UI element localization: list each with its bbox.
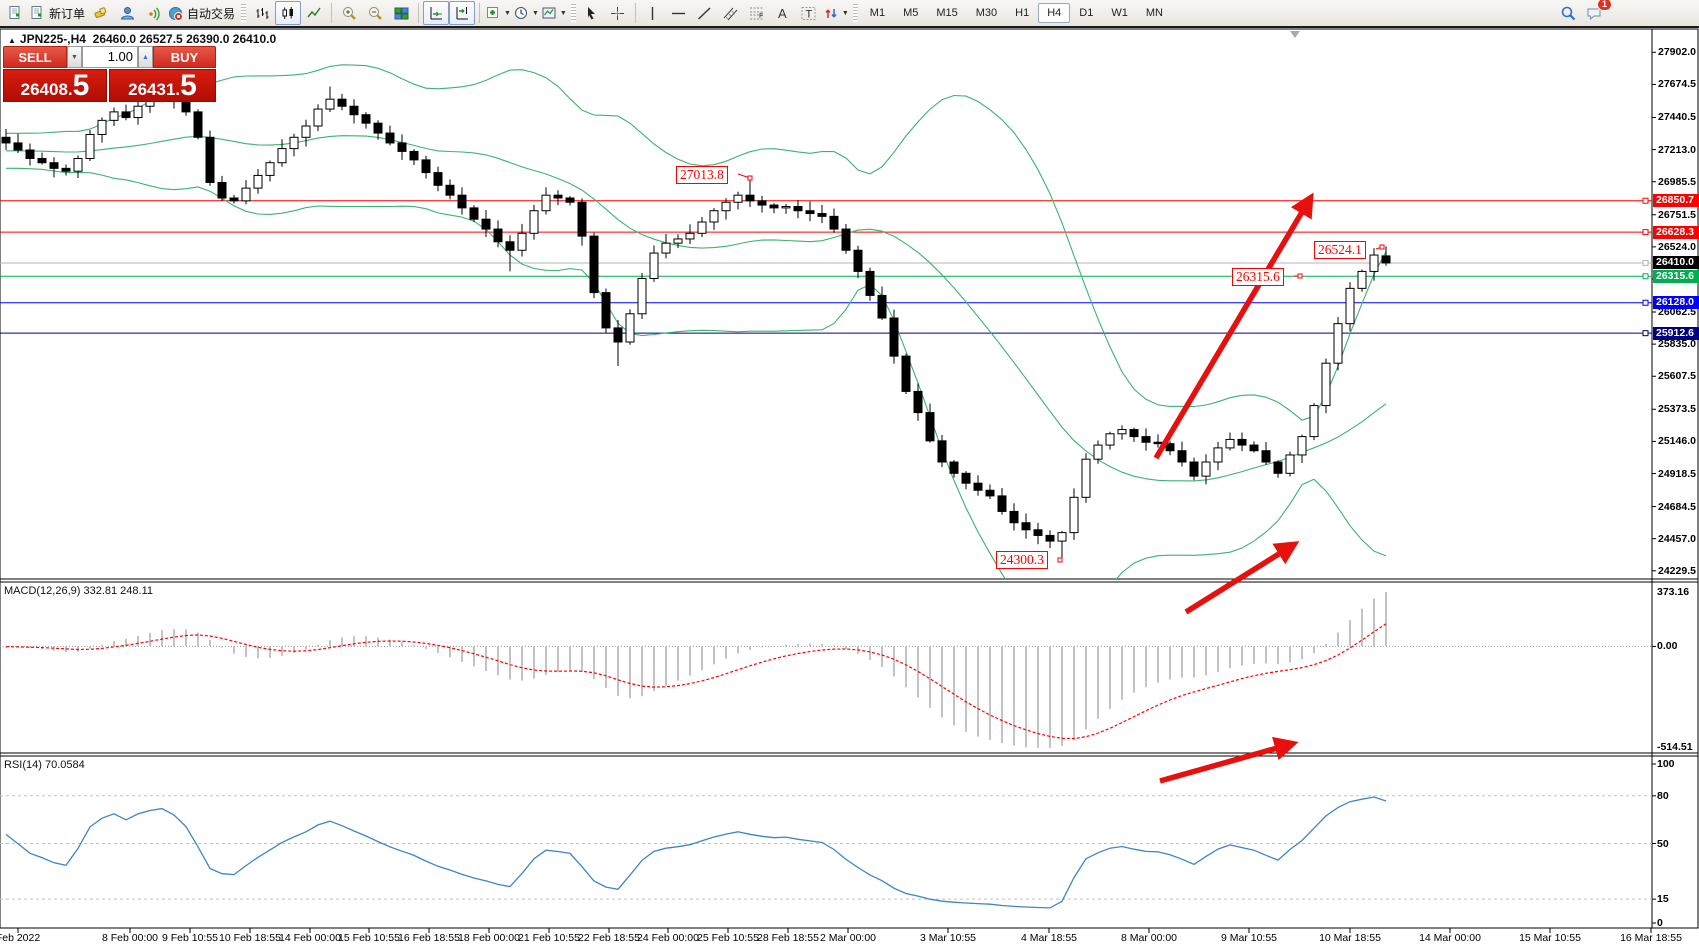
trend-arrow-rsi	[1159, 736, 1299, 784]
timeframe-button-d1[interactable]: D1	[1079, 7, 1094, 19]
eraser-icon[interactable]	[88, 1, 114, 25]
horizontal-line-icon[interactable]	[666, 1, 692, 25]
toolbar-separator	[634, 3, 636, 23]
cursor-icon[interactable]	[579, 1, 605, 25]
signal-icon[interactable]	[140, 1, 166, 25]
macd-histogram	[5, 592, 1387, 748]
rsi-pane	[0, 795, 1652, 909]
trade-panel-toggle-icon[interactable]: ▲	[8, 36, 16, 45]
rsi-line	[5, 796, 1387, 909]
volume-increase-button[interactable]: ▲	[138, 46, 153, 68]
periods-icon[interactable]: ▼	[512, 1, 540, 25]
profile-icon[interactable]	[114, 1, 140, 25]
zoom-in-icon[interactable]	[336, 1, 362, 25]
trendline-icon[interactable]	[692, 1, 718, 25]
symbol-period: JPN225-,H4	[19, 32, 86, 46]
vertical-line-icon[interactable]	[640, 1, 666, 25]
auto-trading-button[interactable]: 自动交易	[166, 1, 238, 25]
chart-title: ▲ JPN225-,H4 26460.0 26527.5 26390.0 2641…	[8, 32, 276, 46]
bollinger-bands	[6, 64, 1387, 579]
volume-decrease-button[interactable]: ▼	[67, 46, 82, 68]
ohlc-values: 26460.0 26527.5 26390.0 26410.0	[92, 32, 277, 46]
candlestick-chart-icon[interactable]	[275, 1, 302, 25]
indicators-icon[interactable]: ▼	[484, 1, 512, 25]
timeframe-button-h1[interactable]: H1	[1015, 7, 1030, 19]
crosshair-icon[interactable]	[605, 1, 631, 25]
timeframe-button-m5[interactable]: M5	[903, 7, 919, 19]
timeframe-button-w1[interactable]: W1	[1111, 7, 1128, 19]
price-annotation-24300.3[interactable]: 24300.3	[996, 551, 1048, 569]
toolbar-separator	[479, 3, 481, 23]
toolbar-separator	[331, 3, 333, 23]
notification-badge: 1	[1596, 0, 1612, 11]
rsi-value: 70.0584	[44, 759, 85, 771]
chart-shift-icon[interactable]	[449, 1, 476, 25]
auto-scroll-icon[interactable]	[423, 1, 450, 25]
timeframe-button-m15[interactable]: M15	[936, 7, 958, 19]
svg-text:T: T	[806, 8, 813, 20]
new-order-button[interactable]: 新订单	[28, 1, 88, 25]
macd-pane	[0, 592, 1652, 748]
timeframe-button-m1[interactable]: M1	[869, 7, 886, 19]
text-label-icon[interactable]: T	[796, 1, 822, 25]
fibonacci-icon[interactable]: F	[744, 1, 770, 25]
toolbar-grip	[852, 4, 858, 22]
toolbar-grip	[570, 4, 576, 22]
sell-price[interactable]: 26408. 5	[3, 69, 107, 102]
price-annotation-27013.8[interactable]: 27013.8	[676, 166, 728, 184]
line-chart-icon[interactable]	[301, 1, 327, 25]
timeframe-button-m30[interactable]: M30	[975, 7, 998, 19]
zoom-out-icon[interactable]	[362, 1, 388, 25]
new-chart-icon[interactable]	[2, 1, 28, 25]
price-annotation-26315.6[interactable]: 26315.6	[1232, 268, 1284, 286]
trend-arrow-macd	[1184, 541, 1300, 615]
search-icon[interactable]	[1555, 1, 1581, 25]
toolbar: 新订单 自动交易 ▼ ▼ ▼ F A T ▼ M1 M5 M15 M30 H1 H4 D1 W1 MN 1	[0, 0, 1699, 28]
price-annotation-26524.1[interactable]: 26524.1	[1314, 241, 1366, 259]
tile-windows-icon[interactable]	[388, 1, 414, 25]
toolbar-grip	[241, 4, 247, 22]
main-chart-pane	[0, 64, 1652, 579]
buy-price[interactable]: 26431. 5	[109, 69, 216, 102]
one-click-trade-panel: SELL ▼ 1.00 ▲ BUY 26408. 5 26431. 5	[3, 46, 216, 102]
text-icon[interactable]: A	[770, 1, 796, 25]
macd-signal-line	[5, 623, 1387, 740]
arrows-icon[interactable]: ▼	[822, 1, 850, 25]
rsi-label: RSI(14) 70.0584	[4, 759, 85, 771]
chat-icon[interactable]: 1	[1581, 0, 1612, 25]
candles-layer	[1, 86, 1391, 561]
toolbar-separator	[418, 3, 420, 23]
volume-input[interactable]: 1.00	[82, 46, 138, 68]
svg-text:F: F	[759, 13, 763, 20]
equidistant-channel-icon[interactable]	[718, 1, 744, 25]
templates-icon[interactable]: ▼	[540, 1, 568, 25]
buy-button[interactable]: BUY	[153, 46, 216, 68]
macd-values: 332.81 248.11	[83, 585, 154, 597]
macd-label: MACD(12,26,9) 332.81 248.11	[4, 585, 154, 597]
timeframe-button-mn[interactable]: MN	[1145, 7, 1163, 19]
sell-button[interactable]: SELL	[3, 46, 67, 68]
trend-arrow-main	[1153, 192, 1314, 460]
svg-text:A: A	[778, 6, 787, 21]
timeframe-button-h4[interactable]: H4	[1038, 3, 1071, 23]
chart-shift-marker	[1290, 31, 1300, 38]
bar-chart-icon[interactable]	[249, 1, 275, 25]
